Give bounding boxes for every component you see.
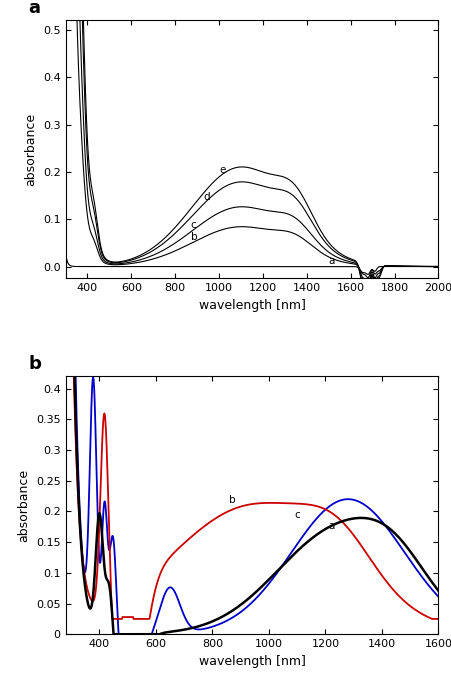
Text: c: c bbox=[190, 220, 196, 231]
Text: a: a bbox=[328, 256, 334, 266]
X-axis label: wavelength [nm]: wavelength [nm] bbox=[198, 655, 305, 668]
Text: b: b bbox=[229, 495, 235, 505]
Text: d: d bbox=[203, 192, 210, 202]
Text: b: b bbox=[28, 355, 41, 372]
Text: e: e bbox=[219, 165, 225, 175]
Y-axis label: absorbance: absorbance bbox=[17, 469, 30, 542]
Y-axis label: absorbance: absorbance bbox=[24, 113, 37, 186]
Text: c: c bbox=[294, 509, 299, 520]
Text: a: a bbox=[327, 520, 334, 531]
X-axis label: wavelength [nm]: wavelength [nm] bbox=[198, 299, 305, 312]
Text: a: a bbox=[28, 0, 40, 17]
Text: b: b bbox=[190, 232, 197, 241]
